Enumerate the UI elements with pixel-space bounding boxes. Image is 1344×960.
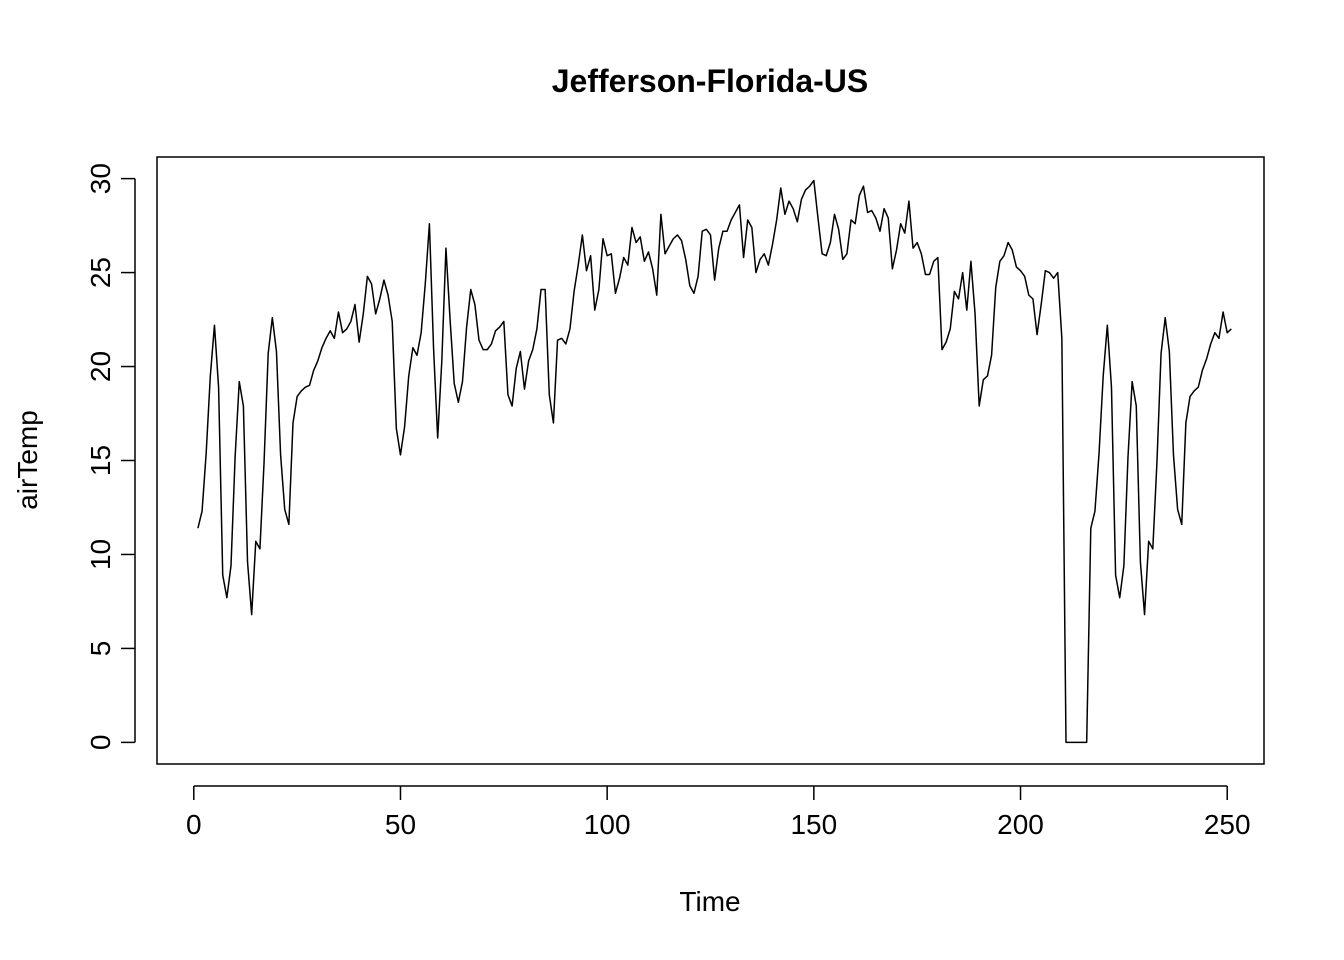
plot-frame xyxy=(156,156,1265,765)
x-tick-label: 200 xyxy=(997,809,1044,840)
x-tick-label: 50 xyxy=(385,809,416,840)
y-tick-label: 20 xyxy=(85,351,116,382)
x-tick-label: 150 xyxy=(790,809,837,840)
x-axis-label: Time xyxy=(679,886,740,917)
x-axis: 0 50 100 150 200 250 xyxy=(186,785,1251,840)
y-tick-label: 10 xyxy=(85,539,116,570)
series-line xyxy=(197,179,1232,744)
y-tick-label: 0 xyxy=(85,735,116,751)
chart-title: Jefferson-Florida-US xyxy=(552,63,868,99)
x-tick-label: 0 xyxy=(186,809,202,840)
x-tick-label: 250 xyxy=(1204,809,1251,840)
x-tick-label: 100 xyxy=(584,809,631,840)
y-tick-label: 5 xyxy=(85,641,116,657)
y-axis-label: airTemp xyxy=(12,410,43,510)
y-axis: 0 5 10 15 20 25 30 xyxy=(85,163,136,751)
y-tick-label: 30 xyxy=(85,163,116,194)
y-tick-label: 15 xyxy=(85,445,116,476)
y-tick-label: 25 xyxy=(85,257,116,288)
